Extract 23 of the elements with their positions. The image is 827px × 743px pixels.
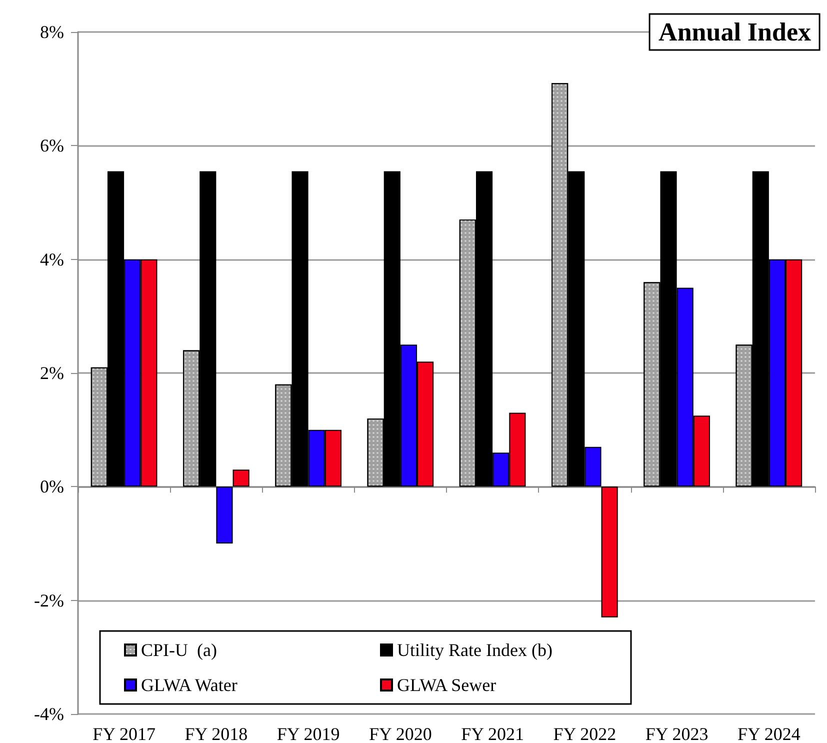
y-tick-label: -2% <box>34 590 64 610</box>
x-tick-label: FY 2019 <box>276 724 340 743</box>
y-tick-label: 0% <box>40 476 64 497</box>
x-tick-label: FY 2021 <box>461 724 524 743</box>
x-tick-label: FY 2018 <box>184 724 248 743</box>
x-tick-label: FY 2023 <box>645 724 708 743</box>
y-tick-label: 2% <box>40 363 64 383</box>
legend-label: Utility Rate Index (b) <box>397 640 552 660</box>
y-tick-label: 8% <box>40 22 64 42</box>
bar <box>216 486 233 544</box>
chart-title: Annual Index <box>658 18 812 46</box>
x-tick-label: FY 2020 <box>369 724 432 743</box>
legend-label: CPI-U (a) <box>141 640 217 660</box>
x-tick-label: FY 2022 <box>553 724 616 743</box>
legend-label: GLWA Water <box>141 675 238 695</box>
y-tick-label: 4% <box>40 249 64 270</box>
x-tick-label: FY 2017 <box>92 724 156 743</box>
x-tick-label: FY 2024 <box>738 724 800 743</box>
bar <box>601 486 618 618</box>
y-tick-label: -4% <box>34 704 64 724</box>
y-tick-label: 6% <box>40 136 64 156</box>
bar <box>232 470 250 487</box>
legend-label: GLWA Sewer <box>397 675 496 695</box>
